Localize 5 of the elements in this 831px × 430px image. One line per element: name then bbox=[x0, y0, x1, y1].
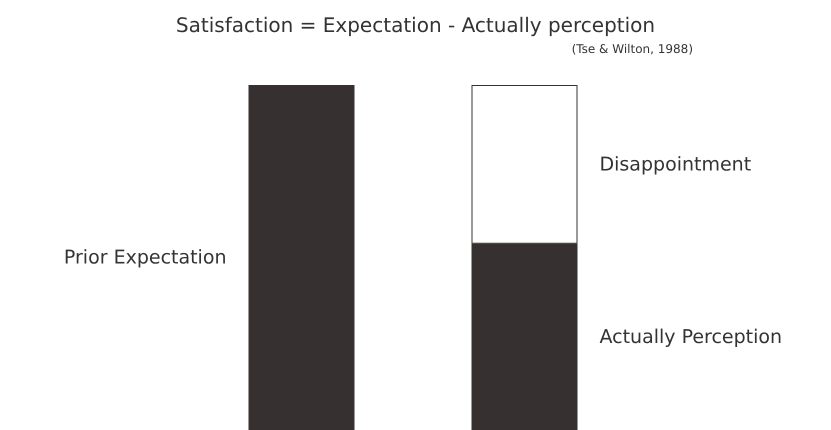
series-label: Disappointment bbox=[600, 153, 752, 176]
series-label: Actually Perception bbox=[600, 326, 782, 348]
chart-title: Satisfaction = Expectation - Actually perception bbox=[176, 13, 656, 37]
chart-subtitle: (Tse & Wilton, 1988) bbox=[572, 42, 694, 56]
series-label: Prior Expectation bbox=[64, 246, 226, 268]
